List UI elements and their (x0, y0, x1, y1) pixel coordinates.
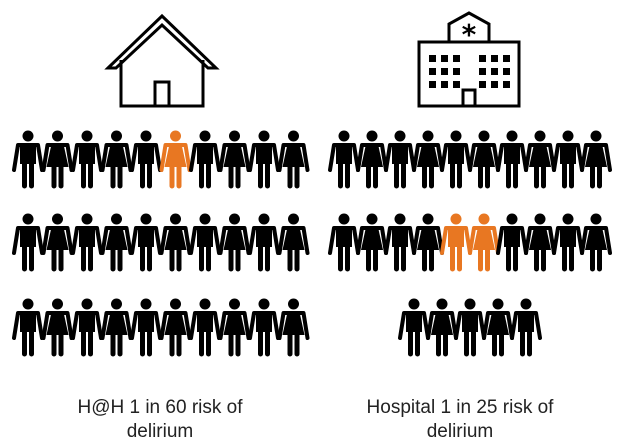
man-icon (12, 298, 44, 357)
woman-icon (277, 298, 310, 357)
woman-icon (218, 213, 251, 272)
woman-icon (412, 213, 444, 272)
woman-icon (41, 213, 74, 272)
window-icon (491, 68, 498, 75)
hah-panel: H@H 1 in 60 risk of delirium (12, 13, 310, 444)
man-icon (189, 213, 221, 272)
woman-icon (426, 298, 458, 357)
window-icon (453, 55, 460, 62)
window-icon (491, 55, 498, 62)
window-icon (429, 55, 436, 62)
woman-icon (482, 298, 514, 357)
man-icon (248, 213, 280, 272)
people-grid-hah (12, 130, 310, 357)
man-icon (496, 213, 528, 272)
window-icon (453, 81, 460, 88)
hospital-caption-line1: Hospital 1 in 25 risk of (366, 397, 554, 418)
man-icon (71, 130, 103, 189)
man-icon (384, 130, 416, 189)
man-icon (71, 298, 103, 357)
woman-icon (218, 130, 251, 189)
man-icon (328, 130, 360, 189)
man-icon (130, 213, 162, 272)
window-icon (429, 81, 436, 88)
woman-icon (356, 213, 388, 272)
woman-icon (100, 130, 133, 189)
man-icon (248, 298, 280, 357)
man-icon (189, 298, 221, 357)
woman-icon (277, 130, 310, 189)
man-icon (440, 213, 472, 272)
people-grid-hospital (328, 130, 612, 357)
window-icon (441, 81, 448, 88)
window-icon (479, 55, 486, 62)
man-icon (454, 298, 486, 357)
woman-icon (468, 130, 500, 189)
woman-icon (524, 130, 556, 189)
man-icon (71, 213, 103, 272)
man-icon (398, 298, 430, 357)
man-icon (552, 213, 584, 272)
woman-icon (356, 130, 388, 189)
window-icon (429, 68, 436, 75)
woman-icon (41, 298, 74, 357)
woman-icon (159, 298, 192, 357)
hospital-icon: * (417, 11, 521, 108)
window-icon (441, 55, 448, 62)
woman-icon (100, 213, 133, 272)
man-icon (384, 213, 416, 272)
man-icon (12, 213, 44, 272)
man-icon (496, 130, 528, 189)
woman-icon (159, 213, 192, 272)
woman-icon (218, 298, 251, 357)
man-icon (440, 130, 472, 189)
hospital-panel: * Hospital 1 in 25 risk of delirium (320, 0, 619, 446)
man-icon (328, 213, 360, 272)
window-icon (503, 55, 510, 62)
hah-caption-line1: H@H 1 in 60 risk of (77, 397, 243, 418)
window-icon (453, 68, 460, 75)
woman-icon (412, 130, 444, 189)
window-icon (479, 81, 486, 88)
woman-icon (100, 298, 133, 357)
man-icon (130, 298, 162, 357)
hah-caption-line2: delirium (126, 421, 194, 442)
woman-icon (524, 213, 556, 272)
woman-icon (41, 130, 74, 189)
man-icon (12, 130, 44, 189)
man-icon (552, 130, 584, 189)
man-icon (189, 130, 221, 189)
window-icon (441, 68, 448, 75)
window-icon (479, 68, 486, 75)
hospital-caption-line2: delirium (426, 421, 494, 442)
man-icon (248, 130, 280, 189)
window-icon (491, 81, 498, 88)
woman-icon (159, 130, 192, 189)
svg-text:*: * (462, 18, 477, 51)
woman-icon (580, 130, 612, 189)
man-icon (510, 298, 542, 357)
man-icon (130, 130, 162, 189)
window-icon (503, 68, 510, 75)
hospital-caption: Hospital 1 in 25 risk of delirium (330, 396, 590, 444)
house-icon (104, 13, 220, 108)
woman-icon (468, 213, 500, 272)
woman-icon (580, 213, 612, 272)
hah-caption: H@H 1 in 60 risk of delirium (40, 396, 280, 444)
woman-icon (277, 213, 310, 272)
window-icon (503, 81, 510, 88)
